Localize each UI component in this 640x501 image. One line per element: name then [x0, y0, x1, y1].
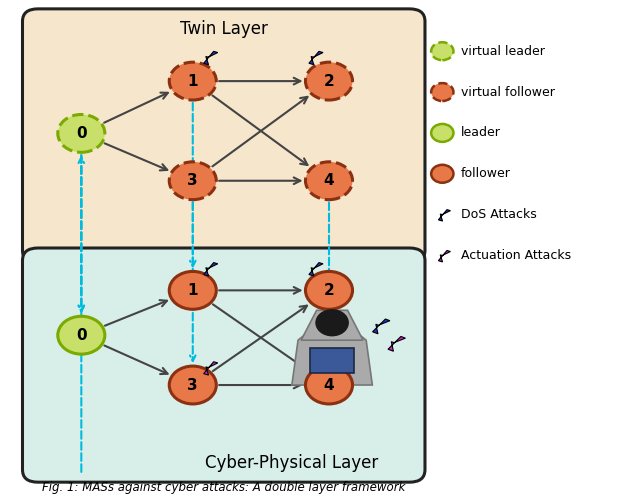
Text: Twin Layer: Twin Layer	[180, 20, 268, 38]
Polygon shape	[438, 250, 451, 262]
Polygon shape	[301, 310, 363, 340]
Polygon shape	[309, 263, 323, 276]
Text: 1: 1	[188, 283, 198, 298]
Polygon shape	[292, 323, 372, 385]
Text: leader: leader	[461, 126, 500, 139]
Text: 3: 3	[188, 378, 198, 392]
Circle shape	[169, 62, 216, 100]
Text: virtual follower: virtual follower	[461, 86, 555, 99]
Text: DoS Attacks: DoS Attacks	[461, 208, 537, 221]
Text: 0: 0	[76, 328, 86, 343]
Text: virtual leader: virtual leader	[461, 45, 545, 58]
Text: follower: follower	[461, 167, 511, 180]
Circle shape	[305, 62, 353, 100]
Circle shape	[431, 83, 454, 101]
Circle shape	[58, 115, 105, 152]
FancyBboxPatch shape	[22, 248, 425, 482]
Text: Fig. 1: MASs against cyber attacks: A double layer framework: Fig. 1: MASs against cyber attacks: A do…	[42, 480, 405, 493]
Text: 0: 0	[76, 126, 86, 141]
Text: 4: 4	[324, 378, 334, 392]
Text: Cyber-Physical Layer: Cyber-Physical Layer	[205, 454, 378, 472]
Circle shape	[431, 42, 454, 60]
Circle shape	[431, 124, 454, 142]
Circle shape	[58, 316, 105, 354]
Text: 2: 2	[324, 74, 334, 89]
Text: 1: 1	[188, 74, 198, 89]
Polygon shape	[438, 209, 451, 221]
Circle shape	[305, 162, 353, 200]
Circle shape	[169, 272, 216, 309]
Polygon shape	[204, 51, 218, 65]
Text: 2: 2	[324, 283, 334, 298]
Circle shape	[305, 366, 353, 404]
Circle shape	[431, 165, 454, 183]
Bar	[310, 348, 354, 373]
Polygon shape	[372, 319, 390, 334]
Polygon shape	[388, 337, 405, 351]
Text: Actuation Attacks: Actuation Attacks	[461, 249, 571, 262]
Text: 3: 3	[188, 173, 198, 188]
Polygon shape	[204, 263, 218, 276]
Polygon shape	[204, 362, 218, 375]
Polygon shape	[309, 51, 323, 65]
FancyBboxPatch shape	[22, 9, 425, 263]
Circle shape	[169, 366, 216, 404]
Text: 4: 4	[324, 173, 334, 188]
Circle shape	[305, 272, 353, 309]
Circle shape	[169, 162, 216, 200]
Circle shape	[316, 310, 348, 336]
